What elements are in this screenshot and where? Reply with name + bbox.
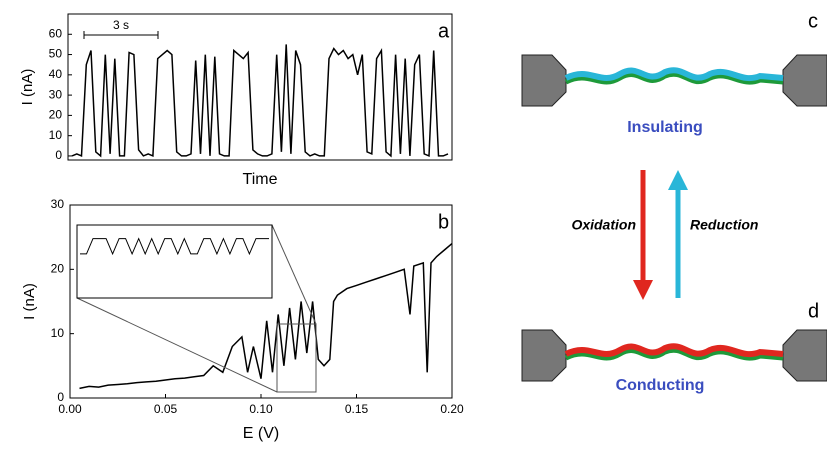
inset-frame xyxy=(76,224,273,299)
panel-label: c xyxy=(808,10,818,32)
molecule-strand xyxy=(564,67,784,81)
x-tick-label: 0.00 xyxy=(58,402,82,416)
zoom-line xyxy=(271,224,317,325)
y-tick-label: 30 xyxy=(49,87,63,101)
y-tick-label: 30 xyxy=(51,197,65,211)
molecule-strand xyxy=(564,343,784,357)
y-axis-label: I (nA) xyxy=(19,69,36,106)
x-tick-label: 0.10 xyxy=(249,402,273,416)
x-tick-label: 0.15 xyxy=(345,402,369,416)
y-axis-label: I (nA) xyxy=(21,283,38,320)
molecule-strand xyxy=(564,71,784,85)
x-tick-label: 0.20 xyxy=(440,402,464,416)
y-tick-label: 40 xyxy=(49,67,63,81)
y-tick-label: 0 xyxy=(55,148,62,162)
state-label: Conducting xyxy=(616,377,705,394)
y-tick-label: 20 xyxy=(49,108,63,122)
data-line xyxy=(79,243,453,390)
data-line xyxy=(71,44,449,158)
zoom-box xyxy=(276,323,317,393)
molecule-strand xyxy=(564,347,784,361)
panel-label: d xyxy=(808,300,819,322)
y-tick-label: 50 xyxy=(49,47,63,61)
plot-frame xyxy=(67,13,453,161)
arrow-label: Reduction xyxy=(690,217,758,233)
y-tick-label: 20 xyxy=(51,262,65,276)
electrode xyxy=(521,54,567,107)
arrow-label: Oxidation xyxy=(571,217,636,233)
y-tick-label: 10 xyxy=(51,326,65,340)
arrow-head xyxy=(633,280,653,300)
x-axis-label: Time xyxy=(243,171,278,188)
scale-bar-label: 3 s xyxy=(113,18,129,32)
y-tick-label: 0 xyxy=(57,390,64,404)
panel-label: a xyxy=(438,20,450,42)
diagram: c Insulating Oxidation Reduction d Condu… xyxy=(521,10,827,394)
electrode xyxy=(521,329,567,382)
electrode xyxy=(782,54,827,107)
y-tick-label: 60 xyxy=(49,26,63,40)
y-tick-label: 10 xyxy=(49,128,63,142)
zoom-line xyxy=(76,297,278,393)
electrode xyxy=(782,329,827,382)
inset-line xyxy=(80,237,269,256)
x-axis-label: E (V) xyxy=(243,425,279,442)
panel-label: b xyxy=(438,211,449,233)
state-label: Insulating xyxy=(627,119,703,136)
arrow-head xyxy=(668,170,688,190)
x-tick-label: 0.05 xyxy=(154,402,178,416)
